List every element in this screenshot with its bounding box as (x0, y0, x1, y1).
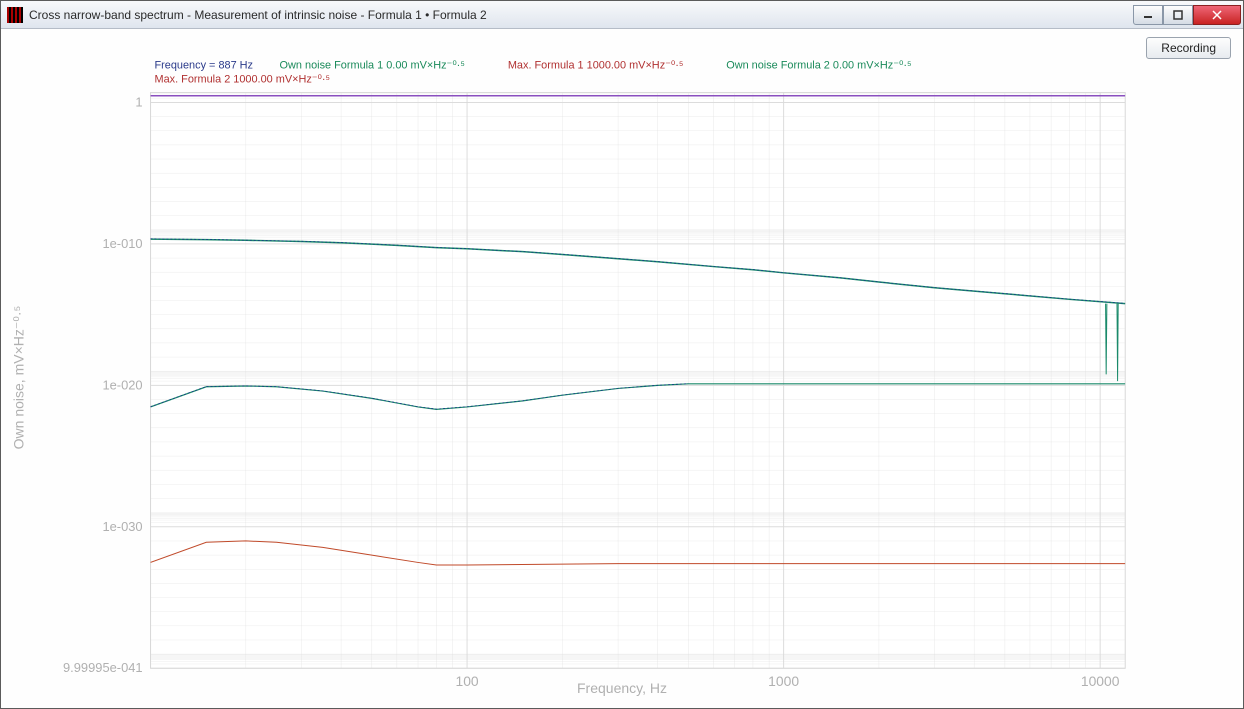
svg-text:100: 100 (455, 673, 478, 689)
spectrum-chart[interactable]: 100 1000 10000 1 1e-010 1e-020 1e-030 9.99995e-… (7, 35, 1237, 702)
svg-text:10000: 10000 (1081, 673, 1120, 689)
window-title: Cross narrow-band spectrum - Measurement… (29, 8, 1133, 22)
app-icon (7, 7, 23, 23)
legend-item: Max. Formula 1 1000.00 mV×Hz⁻⁰·⁵ (508, 60, 684, 72)
svg-text:9.99995e-041: 9.99995e-041 (63, 660, 143, 675)
svg-text:1e-030: 1e-030 (102, 519, 142, 534)
legend-item: Frequency = 887 Hz (155, 60, 254, 72)
svg-text:1e-010: 1e-010 (102, 236, 142, 251)
client-area: Recording Own noise, mV×Hz⁻⁰·⁵ Frequency… (1, 29, 1243, 708)
legend-item: Max. Formula 2 1000.00 mV×Hz⁻⁰·⁵ (155, 74, 331, 86)
window-controls (1133, 5, 1241, 25)
app-window: Cross narrow-band spectrum - Measurement… (0, 0, 1244, 709)
maximize-button[interactable] (1163, 5, 1193, 25)
legend-item: Own noise Formula 2 0.00 mV×Hz⁻⁰·⁵ (726, 60, 911, 72)
x-axis-label: Frequency, Hz (577, 680, 667, 696)
titlebar[interactable]: Cross narrow-band spectrum - Measurement… (1, 1, 1243, 29)
minimize-button[interactable] (1133, 5, 1163, 25)
svg-text:1e-020: 1e-020 (102, 377, 142, 392)
svg-text:1000: 1000 (768, 673, 799, 689)
close-button[interactable] (1193, 5, 1241, 25)
chart-container: Own noise, mV×Hz⁻⁰·⁵ Frequency, Hz 10010… (7, 35, 1237, 702)
y-axis-label: Own noise, mV×Hz⁻⁰·⁵ (11, 305, 28, 449)
legend-item: Own noise Formula 1 0.00 mV×Hz⁻⁰·⁵ (280, 60, 465, 72)
svg-text:1: 1 (135, 94, 142, 109)
